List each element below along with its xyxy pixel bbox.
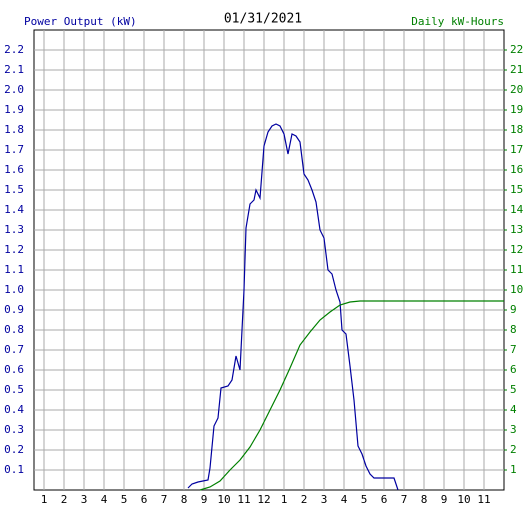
x-tick-label: 7: [401, 493, 408, 506]
x-tick-label: 3: [81, 493, 88, 506]
x-tick-label: 7: [161, 493, 168, 506]
y2-tick-label: 1: [510, 463, 517, 476]
y-tick-label: 0.3: [4, 423, 24, 436]
y2-tick-label: 4: [510, 403, 517, 416]
y-tick-label: 0.2: [4, 443, 24, 456]
x-tick-label: 5: [361, 493, 368, 506]
y-tick-label: 1.3: [4, 223, 24, 236]
y-tick-label: 1.8: [4, 123, 24, 136]
x-tick-label: 6: [141, 493, 148, 506]
y2-tick-label: 8: [510, 323, 517, 336]
y-tick-label: 1.2: [4, 243, 24, 256]
x-tick-label: 4: [341, 493, 348, 506]
y2-tick-label: 18: [510, 123, 523, 136]
x-tick-label: 1: [281, 493, 288, 506]
y2-tick-label: 13: [510, 223, 523, 236]
y2-tick-label: 6: [510, 363, 517, 376]
x-tick-label: 1: [41, 493, 48, 506]
y2-tick-label: 21: [510, 63, 523, 76]
x-tick-label: 11: [237, 493, 250, 506]
y2-tick-label: 19: [510, 103, 523, 116]
x-tick-label: 9: [441, 493, 448, 506]
y-tick-label: 1.6: [4, 163, 24, 176]
y-tick-label: 2.0: [4, 83, 24, 96]
y2-tick-label: 5: [510, 383, 517, 396]
y2-tick-label: 16: [510, 163, 523, 176]
y-tick-label: 1.1: [4, 263, 24, 276]
y-tick-label: 0.6: [4, 363, 24, 376]
x-tick-label: 10: [457, 493, 470, 506]
y2-tick-label: 9: [510, 303, 517, 316]
y-tick-label: 0.4: [4, 403, 24, 416]
y2-tick-label: 3: [510, 423, 517, 436]
y-tick-label: 0.5: [4, 383, 24, 396]
y2-tick-label: 12: [510, 243, 523, 256]
y-axis-label: Power Output (kW): [24, 15, 137, 28]
x-tick-label: 9: [201, 493, 208, 506]
x-tick-label: 2: [301, 493, 308, 506]
y2-tick-label: 11: [510, 263, 523, 276]
y-tick-label: 1.0: [4, 283, 24, 296]
x-tick-label: 10: [217, 493, 230, 506]
y2-tick-label: 7: [510, 343, 517, 356]
x-tick-label: 5: [121, 493, 128, 506]
plot-frame: [33, 29, 505, 491]
y-tick-label: 0.9: [4, 303, 24, 316]
y2-axis-label: Daily kW-Hours: [411, 15, 504, 28]
x-tick-label: 12: [257, 493, 270, 506]
series-line: [199, 300, 504, 491]
y-tick-label: 0.8: [4, 323, 24, 336]
chart-title: 01/31/2021: [224, 12, 302, 27]
x-tick-label: 11: [477, 493, 490, 506]
y-tick-label: 2.1: [4, 63, 24, 76]
y-tick-label: 1.4: [4, 203, 24, 216]
y2-tick-label: 10: [510, 283, 523, 296]
y2-tick-label: 15: [510, 183, 523, 196]
series-line: [187, 123, 399, 491]
x-tick-label: 8: [421, 493, 428, 506]
y2-tick-label: 14: [510, 203, 524, 216]
x-tick-label: 6: [381, 493, 388, 506]
y-tick-label: 1.9: [4, 103, 24, 116]
y-tick-label: 0.1: [4, 463, 24, 476]
x-tick-label: 3: [321, 493, 328, 506]
y2-tick-label: 17: [510, 143, 523, 156]
y2-tick-label: 2: [510, 443, 517, 456]
x-tick-label: 4: [101, 493, 108, 506]
y-tick-label: 1.7: [4, 143, 24, 156]
x-tick-label: 8: [181, 493, 188, 506]
y-tick-label: 2.2: [4, 43, 24, 56]
y2-tick-label: 20: [510, 83, 523, 96]
y2-tick-label: 22: [510, 43, 523, 56]
y-tick-label: 1.5: [4, 183, 24, 196]
y-tick-label: 0.7: [4, 343, 24, 356]
x-tick-label: 2: [61, 493, 68, 506]
